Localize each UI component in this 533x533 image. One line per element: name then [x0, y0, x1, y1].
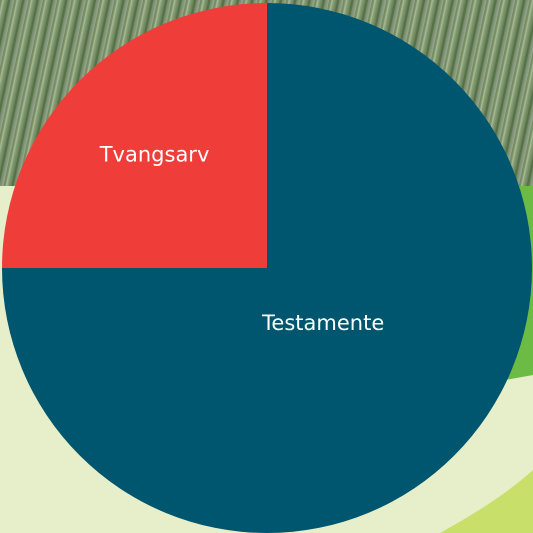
slice-label: Testamente	[261, 311, 384, 335]
slice-label: Tvangsarv	[99, 143, 210, 167]
chart: Testamente Tvangsarv	[0, 0, 533, 533]
pie: Testamente Tvangsarv	[2, 3, 532, 533]
